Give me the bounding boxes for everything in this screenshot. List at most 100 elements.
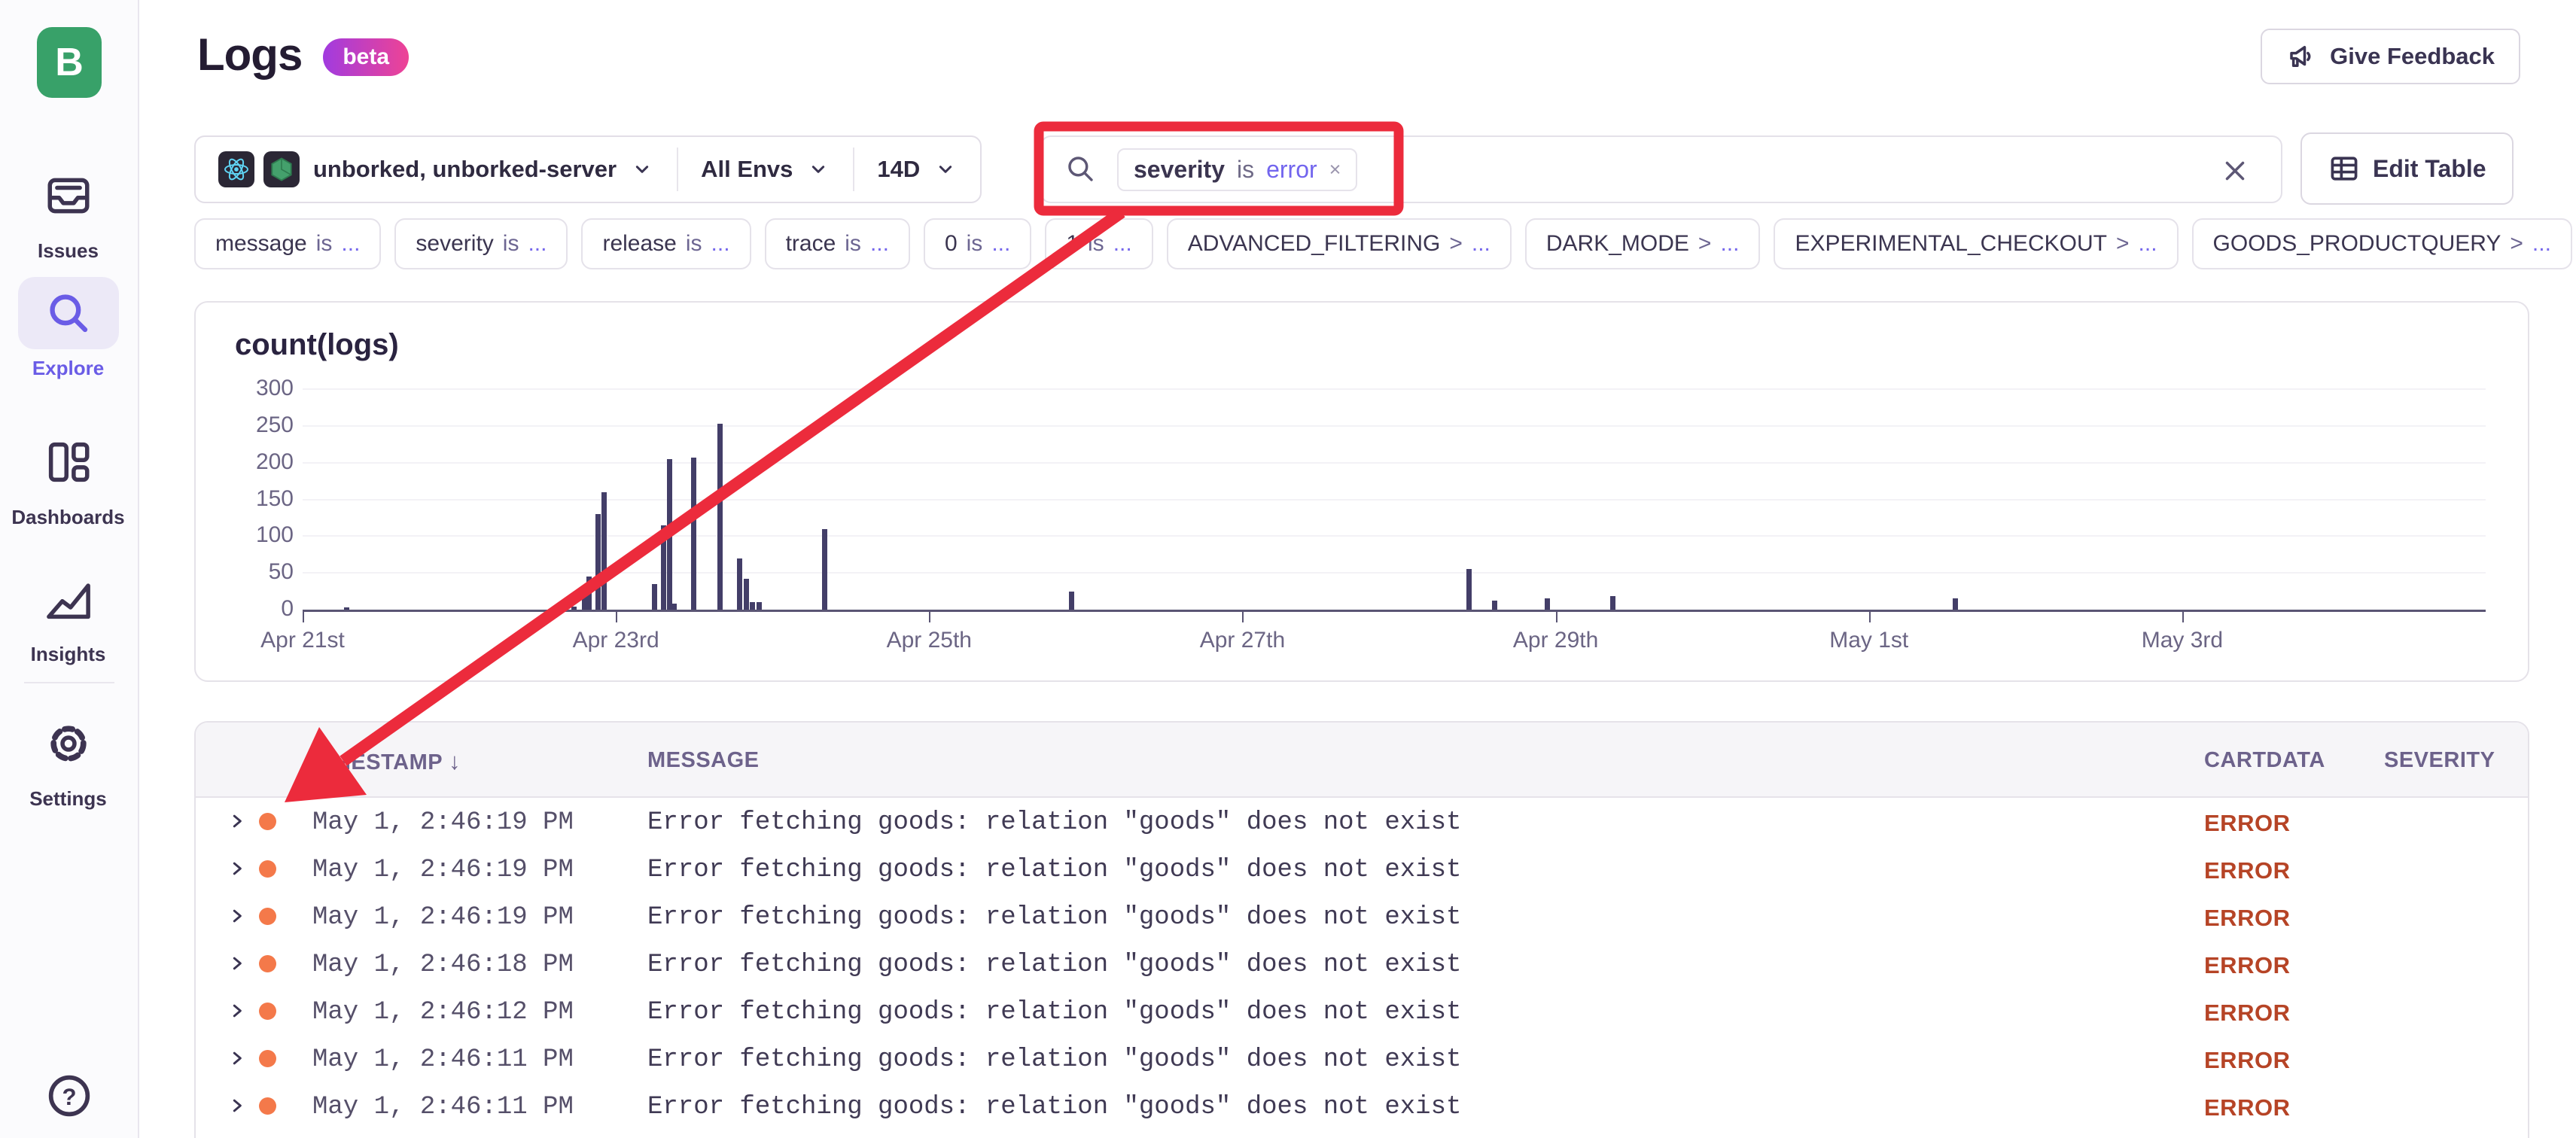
log-level-dot [259,1003,276,1020]
log-level-dot [259,1050,276,1067]
react-project-icon [218,151,254,187]
log-message: Error fetching goods: relation "goods" d… [647,1045,1462,1074]
expand-row-chevron-icon[interactable] [226,952,248,978]
chart-bar[interactable] [757,602,763,610]
remove-token-icon[interactable]: × [1329,157,1341,181]
chip-value-ellipsis: ... [2532,231,2551,256]
chart-bar[interactable] [1610,596,1615,610]
org-avatar[interactable]: B [37,27,102,98]
y-gridline [303,424,2486,427]
log-level-dot [259,813,276,830]
chart-bar[interactable] [691,457,697,610]
environment-selector[interactable]: All Envs [678,137,853,202]
suggestion-chip-message[interactable]: message is... [194,218,382,269]
chart-bar[interactable] [822,528,828,610]
log-cartdata-value: ERROR [2204,1094,2291,1121]
megaphone-icon [2286,41,2318,72]
suggestion-chip-trace[interactable]: trace is... [764,218,910,269]
log-timestamp: May 1, 2:46:18 PM [312,951,574,979]
suggestion-chip-1[interactable]: 1 is... [1045,218,1153,269]
chevron-down-icon [812,166,825,173]
chip-value-ellipsis: ... [341,231,361,256]
give-feedback-button[interactable]: Give Feedback [2261,29,2520,84]
suggestion-chip-dark_mode[interactable]: DARK_MODE >... [1524,218,1761,269]
expand-row-chevron-icon[interactable] [226,1000,248,1026]
log-table-row[interactable]: May 1, 2:46:19 PM Error fetching goods: r… [196,798,2528,845]
logs-table-body: May 1, 2:46:19 PM Error fetching goods: r… [196,798,2528,1138]
sidebar-item-settings[interactable]: Settings [0,707,136,811]
expand-row-chevron-icon[interactable] [226,1094,248,1121]
chart-bar[interactable] [743,578,749,610]
chart-bar[interactable] [750,602,756,610]
chart-bar[interactable] [571,607,577,610]
chip-operator: > [1698,231,1712,256]
y-gridline [303,461,2486,464]
chart-bar[interactable] [595,514,601,610]
chip-operator: > [2116,231,2130,256]
chip-operator: > [2510,231,2523,256]
sidebar-item-label: Settings [29,787,107,810]
chart-bar[interactable] [344,607,349,610]
x-axis-tick [616,612,618,622]
help-button[interactable]: ? [44,1070,95,1121]
edit-table-button[interactable]: Edit Table [2300,132,2514,205]
suggestion-chip-goods_productquery[interactable]: GOODS_PRODUCTQUERY >... [2191,218,2572,269]
suggestion-chip-severity[interactable]: severity is... [394,218,568,269]
clear-search-icon[interactable] [2219,155,2251,187]
chart-bar[interactable] [717,423,723,610]
column-header-timestamp[interactable]: TIMESTAMP ↓ [312,748,461,774]
suggestion-chip-0[interactable]: 0 is... [923,218,1032,269]
chart-bar[interactable] [667,458,673,610]
chart-bar[interactable] [601,491,607,610]
date-range-selector[interactable]: 14D [854,137,980,202]
log-cartdata-value: ERROR [2204,1000,2291,1026]
chart-bar[interactable] [660,525,666,610]
expand-row-chevron-icon[interactable] [226,857,248,884]
log-message: Error fetching goods: relation "goods" d… [647,856,1462,884]
chart-bar[interactable] [671,604,677,610]
sidebar-item-issues[interactable]: Issues [0,160,136,263]
sidebar-item-label: Dashboards [11,506,125,528]
x-axis-tick [2182,612,2184,622]
sidebar-item-dashboards[interactable]: Dashboards [0,426,136,529]
sort-desc-icon: ↓ [449,748,461,774]
chart-bar[interactable] [1953,598,1959,610]
logs-table: TIMESTAMP ↓ MESSAGE CARTDATA SEVERITY Ma… [194,721,2529,1138]
chart-bar[interactable] [1492,601,1498,610]
expand-row-chevron-icon[interactable] [226,810,248,836]
expand-row-chevron-icon[interactable] [226,1047,248,1073]
chart-bar[interactable] [1466,569,1472,610]
column-header-message[interactable]: MESSAGE [647,748,760,772]
column-header-cartdata[interactable]: CARTDATA [2204,748,2325,772]
suggestion-chip-experimental_checkout[interactable]: EXPERIMENTAL_CHECKOUT >... [1774,218,2179,269]
log-table-row[interactable]: May 1, 2:46:18 PM Error fetching goods: r… [196,940,2528,987]
chart-bar[interactable] [586,577,592,610]
filter-token-severity-error[interactable]: severity is error × [1117,148,1358,191]
chart-bar[interactable] [1068,591,1074,610]
column-header-severity[interactable]: SEVERITY [2384,748,2495,772]
chip-key: release [602,231,677,256]
log-message: Error fetching goods: relation "goods" d… [647,808,1462,837]
y-gridline [303,572,2486,574]
chart-bar[interactable] [651,583,657,610]
suggestion-chip-release[interactable]: release is... [581,218,751,269]
log-table-row[interactable]: May 1, 2:46:19 PM Error fetching goods: r… [196,893,2528,940]
chart-bar[interactable] [737,558,742,610]
sidebar-item-explore[interactable]: Explore [0,277,136,380]
log-search-input[interactable]: severity is error × [1040,135,2282,203]
project-selector[interactable]: unborked, unborked-server [196,137,677,202]
x-axis-tick-label: Apr 23rd [572,628,659,653]
suggestion-chip-advanced_filtering[interactable]: ADVANCED_FILTERING >... [1166,218,1512,269]
node-project-icon [263,151,300,187]
log-level-dot [259,860,276,878]
sidebar-item-insights[interactable]: Insights [0,563,136,666]
chip-key: severity [416,231,494,256]
chart-bar[interactable] [1545,598,1550,610]
expand-row-chevron-icon[interactable] [226,905,248,931]
log-table-row[interactable]: May 1, 2:46:19 PM Error fetching goods: r… [196,845,2528,893]
log-table-row[interactable]: May 1, 2:46:12 PM Error fetching goods: r… [196,987,2528,1035]
sidebar-item-label: Insights [30,643,106,665]
